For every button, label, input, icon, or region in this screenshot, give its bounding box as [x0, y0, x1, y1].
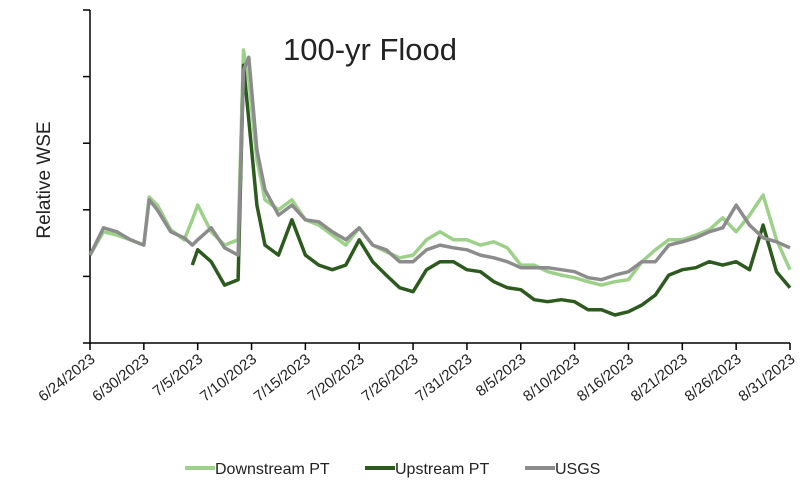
legend-label: USGS — [555, 461, 600, 478]
x-tick-label: 7/20/2023 — [305, 351, 368, 405]
series-line — [88, 48, 792, 287]
x-tick-label: 8/10/2023 — [520, 351, 583, 405]
x-tick-label: 7/15/2023 — [251, 351, 314, 405]
x-tick-label: 6/24/2023 — [35, 351, 98, 405]
x-tick-label: 8/26/2023 — [682, 351, 745, 405]
x-tick-label: 8/31/2023 — [735, 351, 798, 405]
x-tick-label: 7/26/2023 — [358, 351, 421, 405]
legend-label: Downstream PT — [215, 461, 330, 478]
x-tick-label: 7/31/2023 — [412, 351, 475, 405]
legend-label: Upstream PT — [395, 461, 489, 478]
x-tick-label: 6/30/2023 — [89, 351, 152, 405]
series-line — [88, 55, 791, 282]
series-line — [190, 63, 792, 317]
x-tick-label: 8/21/2023 — [628, 351, 691, 405]
x-tick-label: 8/16/2023 — [574, 351, 637, 405]
annotation: 100-yr Flood — [283, 32, 457, 67]
x-tick-label: 7/10/2023 — [197, 351, 260, 405]
y-axis-title: Relative WSE — [34, 121, 55, 238]
